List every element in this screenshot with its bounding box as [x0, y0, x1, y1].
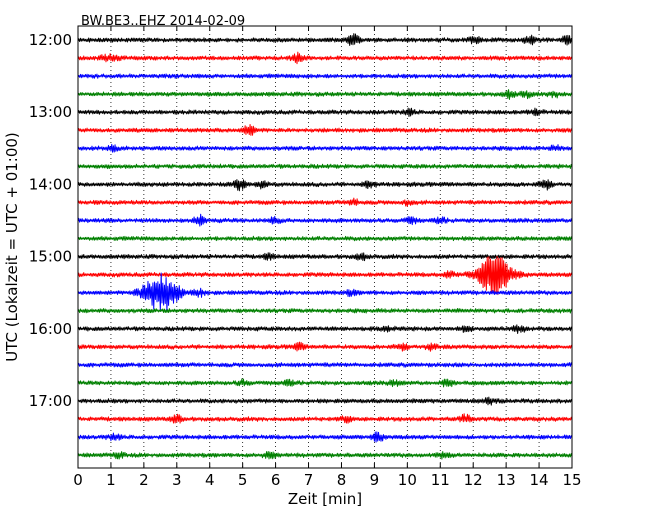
x-axis-label: Zeit [min]: [288, 490, 362, 508]
trace-row-16: [77, 324, 573, 334]
y-axis-label: UTC (Lokalzeit = UTC + 01:00): [3, 132, 21, 362]
trace-row-0: [77, 33, 573, 46]
trace-row-3: [77, 89, 573, 100]
trace-row-23: [77, 450, 573, 460]
trace-row-15: [77, 308, 573, 314]
trace-row-20: [77, 396, 573, 406]
x-tick-label-0: 0: [73, 471, 83, 489]
x-tick-label-6: 6: [271, 471, 281, 489]
y-tick-label-3: 15:00: [29, 248, 72, 266]
x-tick-label-4: 4: [205, 471, 215, 489]
y-tick-label-1: 13:00: [29, 103, 72, 121]
chart-title: BW.BE3..EHZ 2014-02-09: [81, 14, 245, 29]
trace-row-5: [77, 123, 573, 136]
trace-row-1: [77, 51, 573, 65]
trace-row-12: [77, 252, 573, 262]
x-tick-label-12: 12: [464, 471, 483, 489]
trace-row-21: [77, 413, 573, 424]
trace-row-9: [77, 197, 573, 207]
trace-row-2: [77, 73, 573, 79]
x-tick-label-11: 11: [431, 471, 450, 489]
x-tick-label-9: 9: [370, 471, 380, 489]
x-tick-label-2: 2: [139, 471, 149, 489]
y-tick-label-2: 14:00: [29, 175, 72, 193]
trace-row-6: [77, 143, 573, 153]
x-tick-label-10: 10: [398, 471, 417, 489]
x-tick-label-13: 13: [497, 471, 516, 489]
y-tick-label-0: 12:00: [29, 31, 72, 49]
trace-row-22: [77, 431, 573, 443]
plot-frame: [77, 25, 573, 469]
trace-row-11: [77, 235, 573, 242]
x-tick-label-3: 3: [172, 471, 182, 489]
axis-ticks: 0 1 2 3 4 5 6 7 8 9 10 11 12 13 14 1512:0013:0014:0015:…: [29, 26, 582, 489]
trace-row-18: [77, 362, 573, 368]
x-tick-label-15: 15: [562, 471, 581, 489]
trace-row-7: [77, 163, 573, 170]
x-tick-label-1: 1: [106, 471, 116, 489]
y-tick-label-4: 16:00: [29, 320, 72, 338]
grid-lines: [110, 26, 540, 468]
trace-row-4: [77, 107, 573, 118]
trace-row-10: [77, 213, 573, 227]
trace-row-13: [77, 255, 573, 296]
trace-row-19: [77, 378, 573, 388]
x-tick-label-7: 7: [304, 471, 314, 489]
trace-row-17: [77, 341, 573, 352]
x-tick-label-14: 14: [530, 471, 549, 489]
trace-row-8: [77, 179, 573, 192]
y-tick-label-5: 17:00: [29, 392, 72, 410]
seismic-traces: [77, 33, 573, 460]
x-tick-label-5: 5: [238, 471, 248, 489]
x-tick-label-8: 8: [337, 471, 347, 489]
